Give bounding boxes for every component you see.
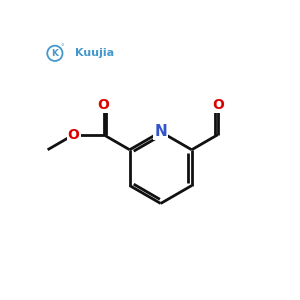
Text: K: K	[51, 49, 58, 58]
Text: Kuujia: Kuujia	[75, 48, 114, 58]
Text: O: O	[68, 128, 80, 142]
Text: O: O	[212, 98, 224, 112]
Text: N: N	[154, 124, 167, 140]
Text: O: O	[98, 98, 109, 112]
Text: °: °	[61, 44, 64, 50]
